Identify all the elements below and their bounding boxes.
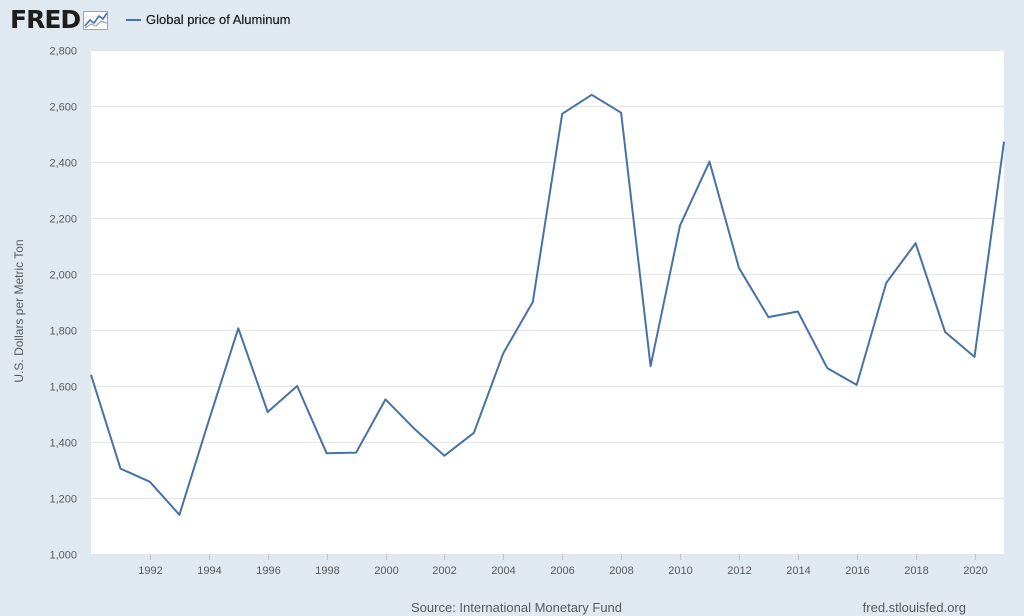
source-credit: Source: International Monetary Fund (411, 600, 623, 615)
x-tick-label: 2002 (432, 565, 456, 577)
y-tick-label: 2,600 (49, 102, 77, 114)
series-group (90, 93, 1005, 516)
y-tick-label: 1,800 (49, 326, 77, 338)
x-tick-label: 2018 (904, 565, 928, 577)
x-tick-label: 2000 (374, 565, 398, 577)
legend-swatch (126, 18, 141, 21)
x-tick-label: 2014 (786, 565, 810, 577)
x-tick-label: 2010 (668, 565, 692, 577)
x-tick-label: 1994 (197, 565, 221, 577)
y-axis-ticks: 1,000 1,200 1,400 1,600 1,800 2,000 2,200 2,400… (49, 46, 77, 562)
fred-logo[interactable]: FRED (10, 6, 109, 34)
y-tick-label: 1,000 (49, 550, 77, 562)
grid-lines (91, 50, 1004, 499)
x-tick-label: 2020 (963, 565, 987, 577)
legend-label: Global price of Aluminum (146, 12, 291, 27)
y-tick-label: 2,400 (49, 158, 77, 170)
x-tick-label: 2016 (845, 565, 869, 577)
x-tick-label: 2012 (727, 565, 751, 577)
y-tick-label: 2,200 (49, 214, 77, 226)
plot-area (91, 50, 1004, 554)
y-tick-label: 1,600 (49, 382, 77, 394)
fred-logo-text: FRED (10, 5, 81, 34)
x-tick-label: 1992 (138, 565, 162, 577)
fred-graph-icon (83, 11, 109, 30)
y-tick-label: 1,200 (49, 494, 77, 506)
y-tick-label: 1,400 (49, 438, 77, 450)
fred-url-link[interactable]: fred.stlouisfed.org (862, 600, 966, 615)
x-tick-label: 2006 (550, 565, 574, 577)
series-line (90, 93, 1005, 516)
y-tick-label: 2,800 (49, 46, 77, 58)
x-tick-label: 2008 (609, 565, 633, 577)
x-tick-label: 2004 (491, 565, 515, 577)
chart-legend: Global price of Aluminum (126, 12, 291, 27)
x-tick-label: 1996 (256, 565, 280, 577)
y-tick-label: 2,000 (49, 270, 77, 282)
x-tick-label: 1998 (315, 565, 339, 577)
x-axis-ticks: 1992 1994 1996 1998 2000 2002 2004 2006 2008 2010… (138, 554, 988, 577)
